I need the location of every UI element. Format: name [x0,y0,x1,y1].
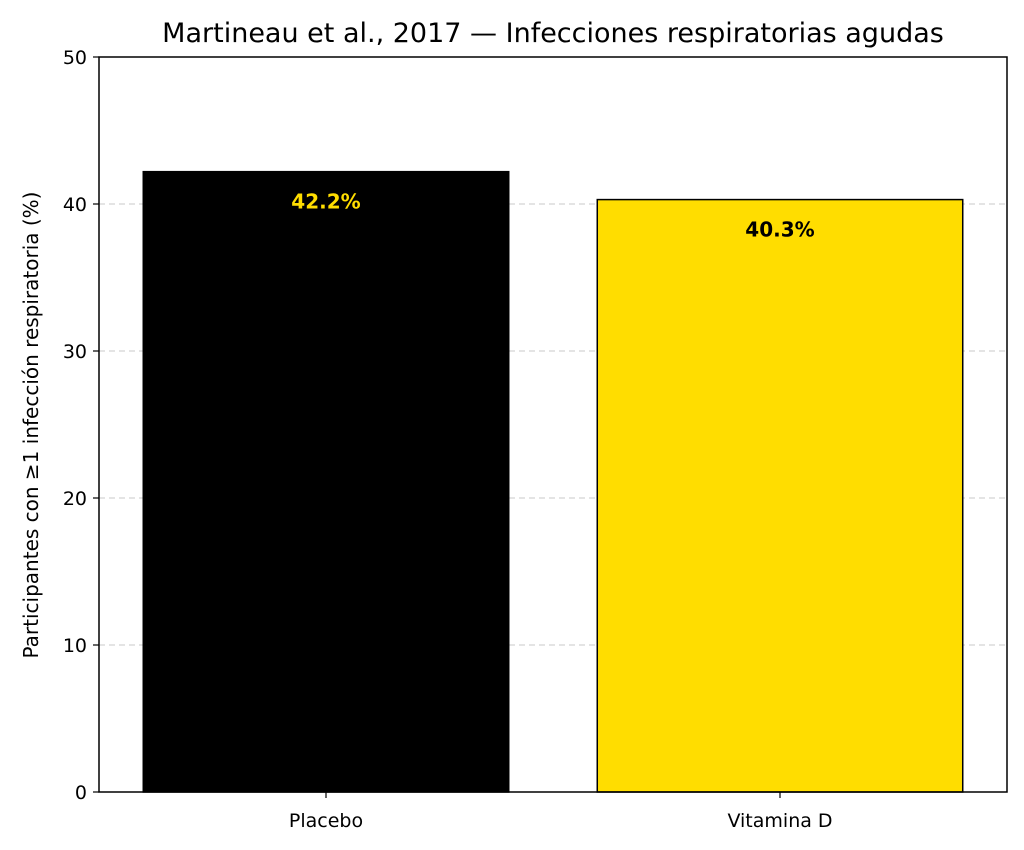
bar-1 [596,198,964,793]
y-tick-label-3: 30 [63,341,87,363]
plot-frame [98,56,1008,793]
y-axis-label: Participantes con ≥1 infección respirato… [19,192,43,659]
y-tick-label-5: 50 [63,47,87,69]
data-labels: 42.2% 40.3% [291,190,814,242]
y-tick-label-0: 0 [75,782,87,804]
data-label-1: 40.3% [745,218,814,242]
chart-title: Martineau et al., 2017 — Infecciones res… [162,18,944,49]
x-tick-label-0: Placebo [289,810,363,832]
bar-0 [142,170,510,793]
y-tick-label-2: 20 [63,488,87,510]
data-label-0: 42.2% [291,190,360,214]
x-tick-label-1: Vitamina D [727,810,832,832]
y-axis-ticks: 0 10 20 30 40 50 [63,47,99,804]
y-tick-label-4: 40 [63,194,87,216]
y-tick-label-1: 10 [63,635,87,657]
bars [142,170,964,793]
x-axis-ticks: Placebo Vitamina D [289,792,833,832]
